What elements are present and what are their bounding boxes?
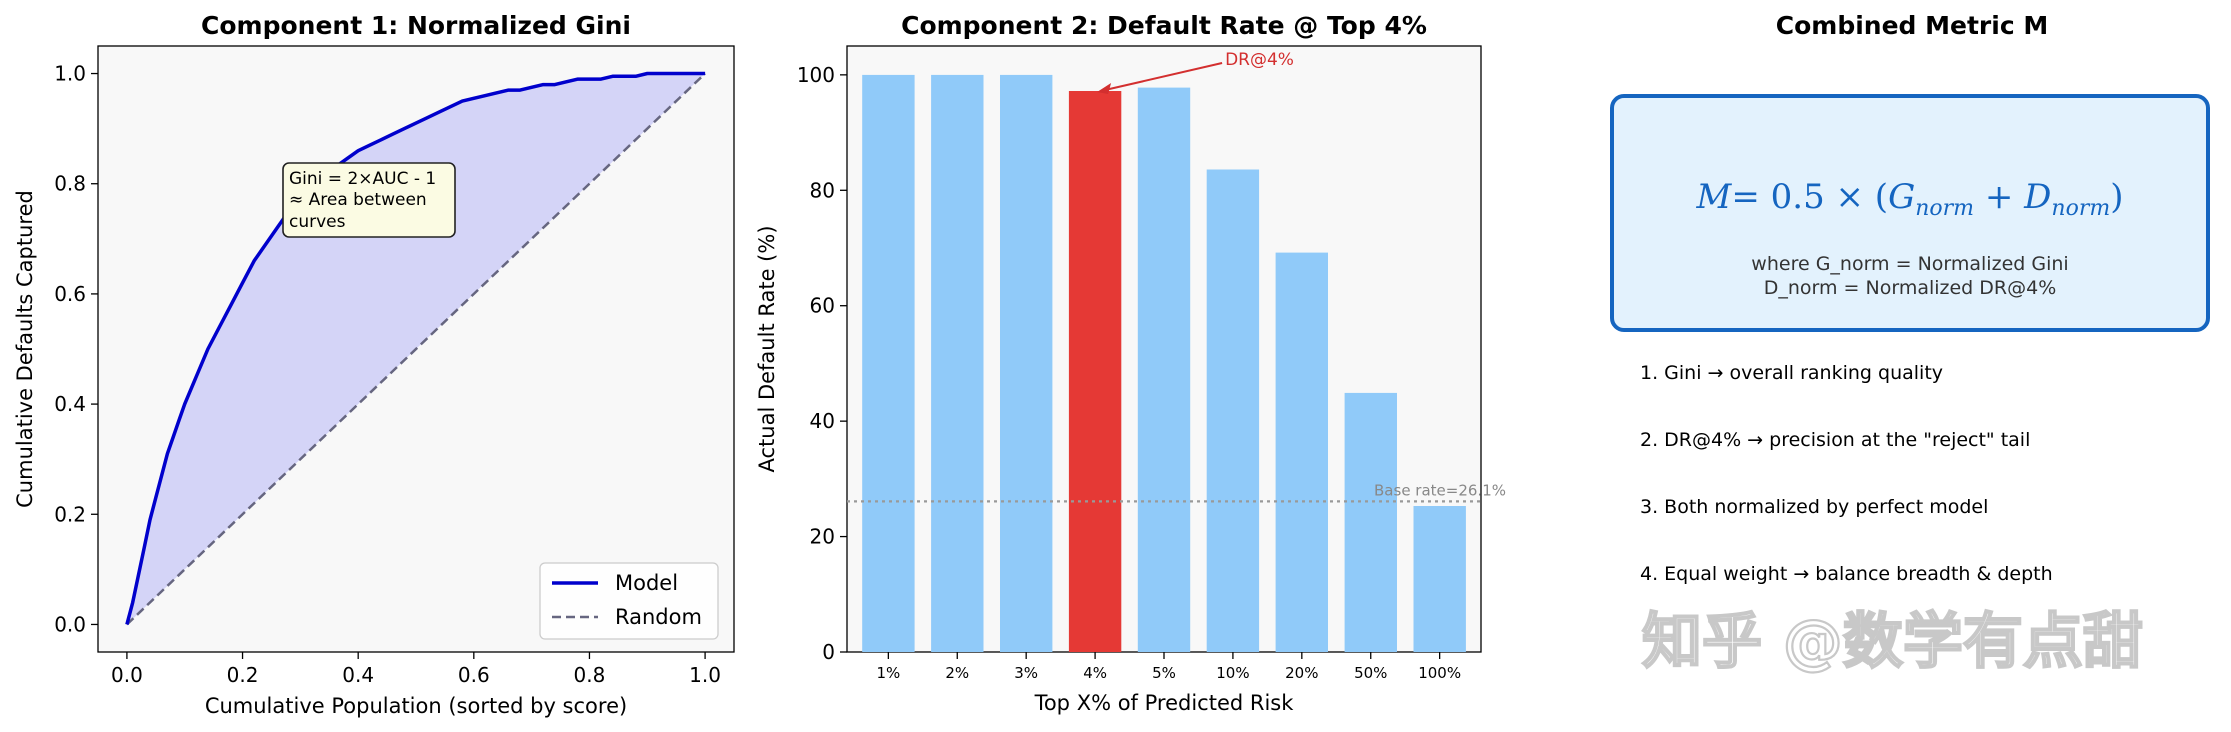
dr-arrow-head bbox=[1097, 83, 1112, 95]
point-4: 4. Equal weight → balance breadth & dept… bbox=[1640, 563, 2053, 585]
model-curve bbox=[125, 71, 706, 625]
bar-xtick-label: 50% bbox=[1354, 664, 1387, 682]
bar-xtick-label: 4% bbox=[1083, 664, 1107, 682]
default-rate-panel: Component 2: Default Rate @ Top 4% 1% 2% 3… bbox=[755, 11, 1506, 715]
formula-where-line-1: where G_norm = Normalized Gini bbox=[1751, 253, 2068, 275]
formula-plus: + bbox=[1974, 177, 2024, 217]
legend-model-label: Model bbox=[615, 571, 678, 595]
watermark: 知乎 @数学有点甜 bbox=[1642, 607, 2143, 677]
bar-ytick-label: 40 bbox=[810, 409, 835, 433]
bar-ylabel: Actual Default Rate (%) bbox=[755, 225, 779, 472]
point-1: 1. Gini → overall ranking quality bbox=[1640, 362, 1943, 384]
bar-xtick-label: 10% bbox=[1216, 664, 1249, 682]
gini-ytick-label: 1.0 bbox=[54, 62, 86, 86]
dr-arrow-shaft bbox=[1104, 62, 1223, 91]
bar-4pct bbox=[1068, 91, 1122, 652]
bar-20pct bbox=[1275, 252, 1328, 652]
formula: M= 0.5 × (Gnorm + Dnorm) bbox=[1696, 177, 2124, 221]
bar-5pct bbox=[1137, 87, 1191, 653]
gini-panel: Component 1: Normalized Gini 0.0 0.2 0.4 0.… bbox=[13, 11, 735, 718]
formula-g: G bbox=[1888, 177, 1915, 217]
gini-xlabel: Cumulative Population (sorted by score) bbox=[205, 694, 627, 718]
gini-xtick-label: 0.4 bbox=[342, 663, 374, 687]
bar-xtick-label: 1% bbox=[876, 664, 900, 682]
legend-random-label: Random bbox=[615, 605, 702, 629]
point-3: 3. Both normalized by perfect model bbox=[1640, 496, 1988, 518]
formula-g-sub: norm bbox=[1915, 196, 1974, 221]
gini-ytick-label: 0.8 bbox=[54, 172, 86, 196]
annotation-line-2: ≈ Area between bbox=[289, 190, 427, 210]
dr-annotation-label: DR@4% bbox=[1225, 50, 1294, 70]
bar-ytick-label: 60 bbox=[810, 294, 835, 318]
random-line bbox=[126, 72, 706, 626]
gini-xtick-label: 0.6 bbox=[458, 663, 490, 687]
bar-2pct bbox=[931, 74, 984, 652]
bar-50pct bbox=[1344, 392, 1397, 652]
gini-xtick-label: 0.0 bbox=[111, 663, 143, 687]
bar-xtick-label: 2% bbox=[945, 664, 969, 682]
gini-legend: Model Random bbox=[539, 562, 719, 640]
formula-d: D bbox=[2023, 177, 2051, 217]
bar-1pct bbox=[862, 74, 915, 652]
bar-ytick-label: 80 bbox=[810, 178, 835, 202]
formula-close: ) bbox=[2110, 177, 2123, 217]
annotation-line-3: curves bbox=[289, 212, 346, 232]
bar-3pct bbox=[1000, 74, 1053, 652]
bar-ytick-label: 0 bbox=[822, 640, 835, 664]
bar-xtick-label: 5% bbox=[1152, 664, 1176, 682]
formula-rhs: = 0.5 × ( bbox=[1731, 177, 1888, 217]
formula-where-line-2: D_norm = Normalized DR@4% bbox=[1764, 277, 2057, 299]
bar-ytick-label: 20 bbox=[810, 525, 835, 549]
gini-annotation: Gini = 2×AUC - 1 ≈ Area between curves bbox=[282, 162, 456, 238]
bar-title: Component 2: Default Rate @ Top 4% bbox=[901, 11, 1427, 40]
formula-lhs: M bbox=[1696, 177, 1733, 217]
gini-title: Component 1: Normalized Gini bbox=[201, 11, 631, 40]
annotation-box bbox=[282, 162, 456, 238]
gini-xtick-label: 0.8 bbox=[574, 663, 606, 687]
gini-ytick-label: 0.2 bbox=[54, 502, 86, 526]
bar-100pct bbox=[1413, 506, 1466, 652]
bar-xlabel: Top X% of Predicted Risk bbox=[1034, 691, 1295, 715]
gini-ytick-label: 0.0 bbox=[54, 612, 86, 636]
base-rate-label: Base rate=26.1% bbox=[1374, 481, 1506, 499]
bar-xtick-label: 20% bbox=[1285, 664, 1318, 682]
annotation-line-1: Gini = 2×AUC - 1 bbox=[289, 169, 436, 189]
bar-xtick-label: 100% bbox=[1418, 664, 1461, 682]
bar-xtick-label: 3% bbox=[1014, 664, 1038, 682]
formula-d-sub: norm bbox=[2051, 196, 2110, 221]
formula-box bbox=[1610, 94, 2210, 332]
gini-xtick-label: 1.0 bbox=[689, 663, 721, 687]
bar-10pct bbox=[1206, 169, 1260, 652]
gini-ylabel: Cumulative Defaults Captured bbox=[13, 190, 37, 508]
combined-metric-panel: Combined Metric M M= 0.5 × (Gnorm + Dnor… bbox=[1610, 11, 2210, 678]
gini-xtick-label: 0.2 bbox=[227, 663, 259, 687]
bar-ytick-label: 100 bbox=[797, 63, 835, 87]
panel3-title: Combined Metric M bbox=[1776, 11, 2048, 40]
gini-ytick-label: 0.6 bbox=[54, 282, 86, 306]
point-2: 2. DR@4% → precision at the "reject" tai… bbox=[1640, 429, 2030, 451]
gini-ytick-label: 0.4 bbox=[54, 392, 86, 416]
